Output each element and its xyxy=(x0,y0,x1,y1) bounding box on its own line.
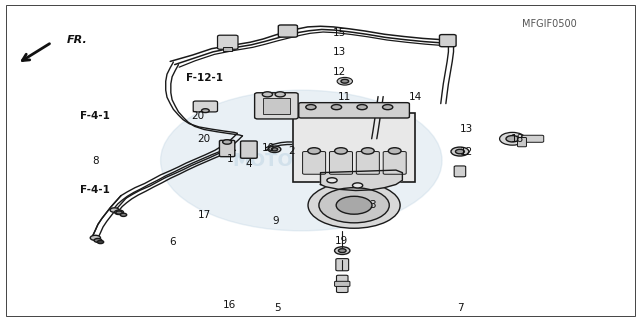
Circle shape xyxy=(161,90,442,231)
Circle shape xyxy=(268,146,281,152)
Circle shape xyxy=(357,105,367,110)
Circle shape xyxy=(338,249,346,253)
Text: 12: 12 xyxy=(460,147,473,157)
Circle shape xyxy=(327,178,337,183)
Text: 19: 19 xyxy=(335,236,347,246)
Circle shape xyxy=(275,92,285,97)
FancyBboxPatch shape xyxy=(522,135,544,142)
Circle shape xyxy=(337,77,353,85)
Circle shape xyxy=(308,148,320,154)
Text: FR.: FR. xyxy=(67,35,87,45)
Text: 2: 2 xyxy=(288,146,295,156)
FancyBboxPatch shape xyxy=(440,35,456,47)
Text: 4: 4 xyxy=(246,159,252,169)
Circle shape xyxy=(97,240,104,244)
Circle shape xyxy=(362,148,374,154)
FancyBboxPatch shape xyxy=(517,137,526,147)
Circle shape xyxy=(115,210,124,214)
Text: MOTORPARTS: MOTORPARTS xyxy=(232,152,370,169)
Text: 5: 5 xyxy=(274,303,280,313)
Circle shape xyxy=(90,235,101,240)
Text: 20: 20 xyxy=(197,134,211,144)
Text: F-12-1: F-12-1 xyxy=(186,73,222,83)
Circle shape xyxy=(335,247,350,255)
Text: 13: 13 xyxy=(460,124,473,134)
Circle shape xyxy=(222,140,231,144)
FancyBboxPatch shape xyxy=(278,25,297,37)
Text: 8: 8 xyxy=(92,155,99,166)
Circle shape xyxy=(388,148,401,154)
Text: 10: 10 xyxy=(262,143,274,153)
Circle shape xyxy=(121,213,127,216)
FancyBboxPatch shape xyxy=(454,166,466,177)
Text: 13: 13 xyxy=(333,48,346,57)
Circle shape xyxy=(201,109,209,113)
FancyBboxPatch shape xyxy=(356,152,379,174)
Circle shape xyxy=(262,92,272,97)
Text: 15: 15 xyxy=(333,28,346,38)
Text: MFGIF0500: MFGIF0500 xyxy=(522,19,577,29)
FancyBboxPatch shape xyxy=(263,98,290,114)
FancyBboxPatch shape xyxy=(303,152,326,174)
Circle shape xyxy=(335,148,347,154)
Text: 20: 20 xyxy=(191,111,204,121)
Polygon shape xyxy=(320,170,403,191)
FancyBboxPatch shape xyxy=(254,93,298,119)
Circle shape xyxy=(319,188,389,223)
Circle shape xyxy=(451,147,469,156)
Circle shape xyxy=(341,79,349,83)
FancyBboxPatch shape xyxy=(193,101,217,112)
Text: 11: 11 xyxy=(338,92,351,102)
Circle shape xyxy=(271,148,278,151)
FancyBboxPatch shape xyxy=(293,113,415,182)
FancyBboxPatch shape xyxy=(299,103,410,118)
Text: 12: 12 xyxy=(333,67,346,77)
FancyBboxPatch shape xyxy=(329,152,353,174)
Circle shape xyxy=(308,182,400,228)
Circle shape xyxy=(456,149,465,154)
FancyBboxPatch shape xyxy=(219,140,235,157)
Circle shape xyxy=(353,183,363,188)
Text: 14: 14 xyxy=(408,92,422,102)
Text: F-4-1: F-4-1 xyxy=(80,185,110,195)
Text: 1: 1 xyxy=(226,154,233,164)
Circle shape xyxy=(306,105,316,110)
Text: 6: 6 xyxy=(169,237,176,247)
Circle shape xyxy=(499,132,525,145)
Circle shape xyxy=(506,135,519,142)
Text: 9: 9 xyxy=(272,216,279,226)
Text: 3: 3 xyxy=(370,200,376,210)
Circle shape xyxy=(336,196,372,214)
FancyBboxPatch shape xyxy=(223,48,232,51)
Circle shape xyxy=(331,105,342,110)
Circle shape xyxy=(383,105,393,110)
FancyBboxPatch shape xyxy=(383,152,406,174)
Circle shape xyxy=(94,239,102,242)
Circle shape xyxy=(116,211,122,214)
FancyBboxPatch shape xyxy=(335,281,350,286)
Text: 17: 17 xyxy=(197,211,211,221)
Circle shape xyxy=(110,208,119,212)
FancyBboxPatch shape xyxy=(337,275,348,292)
FancyBboxPatch shape xyxy=(217,35,238,49)
Text: 7: 7 xyxy=(456,303,463,313)
Text: 18: 18 xyxy=(511,134,524,144)
FancyBboxPatch shape xyxy=(240,141,257,158)
Text: 16: 16 xyxy=(223,300,237,310)
Text: F-4-1: F-4-1 xyxy=(80,111,110,121)
FancyBboxPatch shape xyxy=(336,259,349,271)
